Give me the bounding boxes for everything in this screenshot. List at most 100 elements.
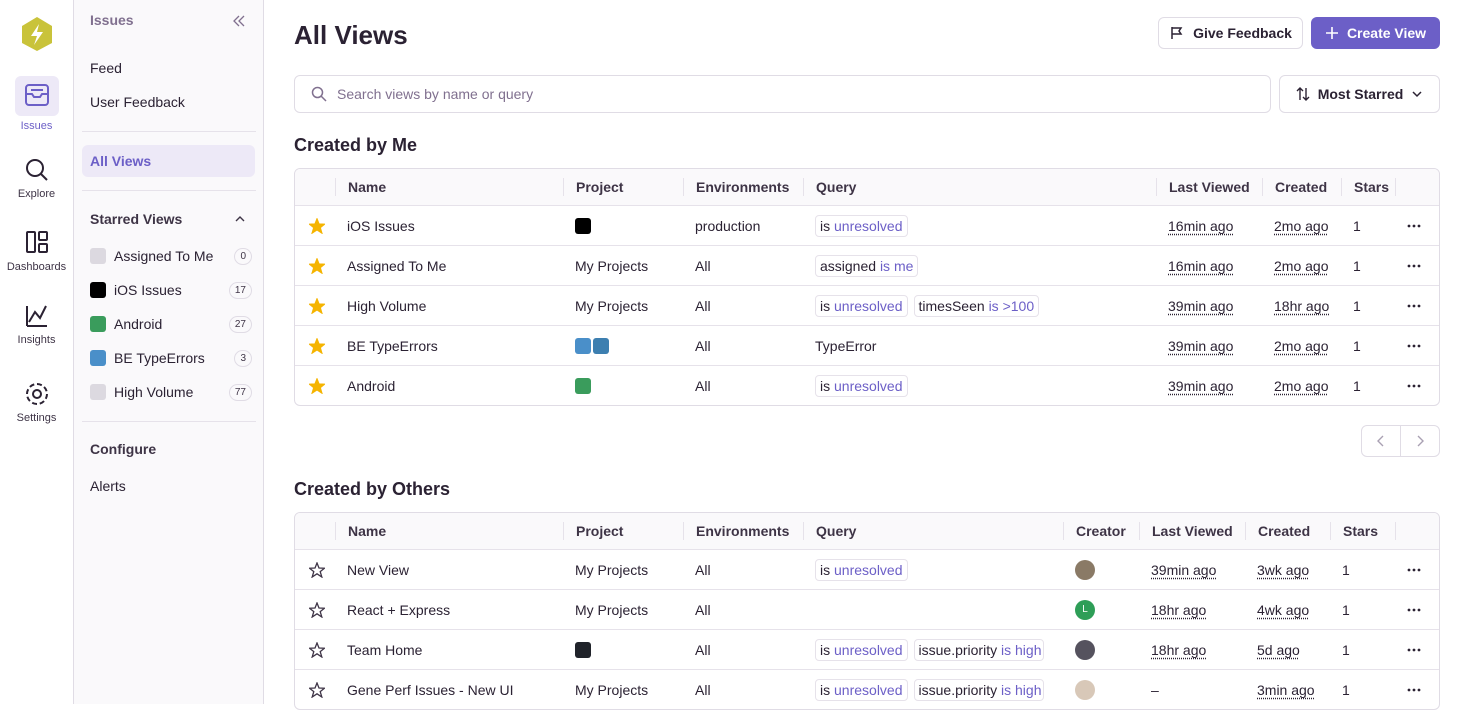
table-row[interactable]: Team Home All is unresolved issue.priority …: [295, 629, 1439, 669]
star-cell: [295, 326, 335, 365]
table-row[interactable]: iOS Issues production is unresolved 16min a…: [295, 205, 1439, 245]
starred-view[interactable]: iOS Issues 17: [90, 278, 252, 302]
nav-label: Explore: [17, 188, 56, 200]
page-title: All Views: [294, 20, 408, 50]
table-row[interactable]: Gene Perf Issues - New UI My Projects All i…: [295, 669, 1439, 709]
query-cell: is unresolved issue.priority is high: [803, 630, 1063, 669]
chevron[interactable]: [234, 213, 246, 225]
star-icon[interactable]: [309, 601, 325, 618]
logo[interactable]: [20, 16, 54, 52]
view-icon: [90, 282, 106, 298]
pagination: [1361, 425, 1440, 457]
star-icon[interactable]: [309, 377, 325, 394]
sidebar-link[interactable]: Feed: [90, 60, 122, 76]
sidebar-link[interactable]: User Feedback: [90, 94, 185, 110]
star-icon[interactable]: [309, 217, 325, 234]
nav-item[interactable]: Dashboards: [0, 229, 73, 273]
starred-view[interactable]: High Volume 77: [90, 380, 252, 404]
header-cell: Environments: [683, 522, 803, 540]
header-cell: Project: [563, 522, 683, 540]
created: 18hr ago: [1262, 286, 1341, 325]
search-input[interactable]: Search views by name or query: [294, 75, 1271, 113]
row-menu[interactable]: [1395, 286, 1439, 325]
star-icon[interactable]: [309, 297, 325, 314]
environment: All: [695, 641, 711, 658]
starred-view[interactable]: Android 27: [90, 312, 252, 336]
last-viewed: 18hr ago: [1139, 590, 1245, 629]
view-name: High Volume: [114, 384, 194, 400]
menu-icon[interactable]: [1407, 264, 1421, 268]
star-cell: [295, 590, 335, 629]
table-row[interactable]: Android All is unresolved 39min ago 2mo ago 1: [295, 365, 1439, 405]
project-icon: [575, 377, 591, 394]
avatar: [1075, 679, 1095, 700]
views-table: Name Project Environments Query Creator Last …: [294, 512, 1440, 710]
stars: 1: [1342, 561, 1350, 578]
header-cell: [295, 178, 335, 196]
nav-item[interactable]: Settings: [0, 380, 73, 424]
create-view-button[interactable]: Create View: [1311, 17, 1440, 49]
star-icon[interactable]: [309, 561, 325, 578]
sort-dropdown[interactable]: Most Starred: [1279, 75, 1440, 113]
query-key: timesSeen: [918, 297, 985, 314]
created: 2mo ago: [1262, 366, 1341, 405]
nav-item[interactable]: Issues: [0, 76, 73, 132]
collapse-icon[interactable]: [232, 14, 246, 28]
menu-icon[interactable]: [1407, 344, 1421, 348]
menu-icon[interactable]: [1407, 648, 1421, 652]
last-viewed: 39min ago: [1156, 366, 1262, 405]
sidebar-active[interactable]: All Views: [82, 145, 255, 177]
prev-page[interactable]: [1362, 426, 1401, 456]
created: 3wk ago: [1245, 550, 1330, 589]
table-row[interactable]: New View My Projects All is unresolved 39min…: [295, 549, 1439, 589]
row-menu[interactable]: [1395, 246, 1439, 285]
give-feedback-button[interactable]: Give Feedback: [1158, 17, 1303, 49]
menu-icon[interactable]: [1407, 568, 1421, 572]
menu-icon[interactable]: [1407, 224, 1421, 228]
table-row[interactable]: React + Express My Projects All L 18hr ago 4w…: [295, 589, 1439, 629]
row-menu[interactable]: [1395, 670, 1439, 709]
nav-item[interactable]: Insights: [0, 302, 73, 346]
star-icon[interactable]: [309, 681, 325, 698]
timestamp: 39min ago: [1151, 561, 1217, 578]
menu-icon[interactable]: [1407, 384, 1421, 388]
row-menu[interactable]: [1395, 206, 1439, 245]
query-op: is: [1001, 681, 1012, 698]
menu-icon[interactable]: [1407, 608, 1421, 612]
view-count: 3: [234, 349, 252, 367]
header-cell: [1395, 178, 1439, 196]
stars: 1: [1353, 377, 1361, 394]
menu-icon[interactable]: [1407, 688, 1421, 692]
label: Most Starred: [1317, 86, 1404, 102]
creator-cell: [1063, 670, 1139, 709]
query-op: is: [988, 297, 999, 314]
table-row[interactable]: High Volume My Projects All is unresolved ti…: [295, 285, 1439, 325]
next-page[interactable]: [1401, 426, 1439, 456]
row-menu[interactable]: [1395, 630, 1439, 669]
menu-icon[interactable]: [1407, 304, 1421, 308]
last-viewed: 18hr ago: [1139, 630, 1245, 669]
table-row[interactable]: Assigned To Me My Projects All assigned is …: [295, 245, 1439, 285]
sidebar-link[interactable]: Alerts: [90, 478, 126, 494]
query-value: unresolved: [834, 641, 903, 658]
table-row[interactable]: BE TypeErrors All TypeError 39min ago 2mo ag…: [295, 325, 1439, 365]
row-menu[interactable]: [1395, 366, 1439, 405]
star-cell: [295, 246, 335, 285]
star-cell: [295, 550, 335, 589]
stars: 1: [1342, 641, 1350, 658]
creator-cell: L: [1063, 590, 1139, 629]
row-menu[interactable]: [1395, 326, 1439, 365]
star-icon[interactable]: [309, 337, 325, 354]
environment: All: [695, 681, 711, 698]
created: 5d ago: [1245, 630, 1330, 669]
star-icon[interactable]: [309, 257, 325, 274]
nav-item[interactable]: Explore: [0, 156, 73, 200]
table-header: Name Project Environments Query Creator Last …: [295, 513, 1439, 549]
star-icon[interactable]: [309, 641, 325, 658]
row-menu[interactable]: [1395, 550, 1439, 589]
row-menu[interactable]: [1395, 590, 1439, 629]
starred-view[interactable]: Assigned To Me 0: [90, 244, 252, 268]
starred-view[interactable]: BE TypeErrors 3: [90, 346, 252, 370]
star-cell: [295, 630, 335, 669]
